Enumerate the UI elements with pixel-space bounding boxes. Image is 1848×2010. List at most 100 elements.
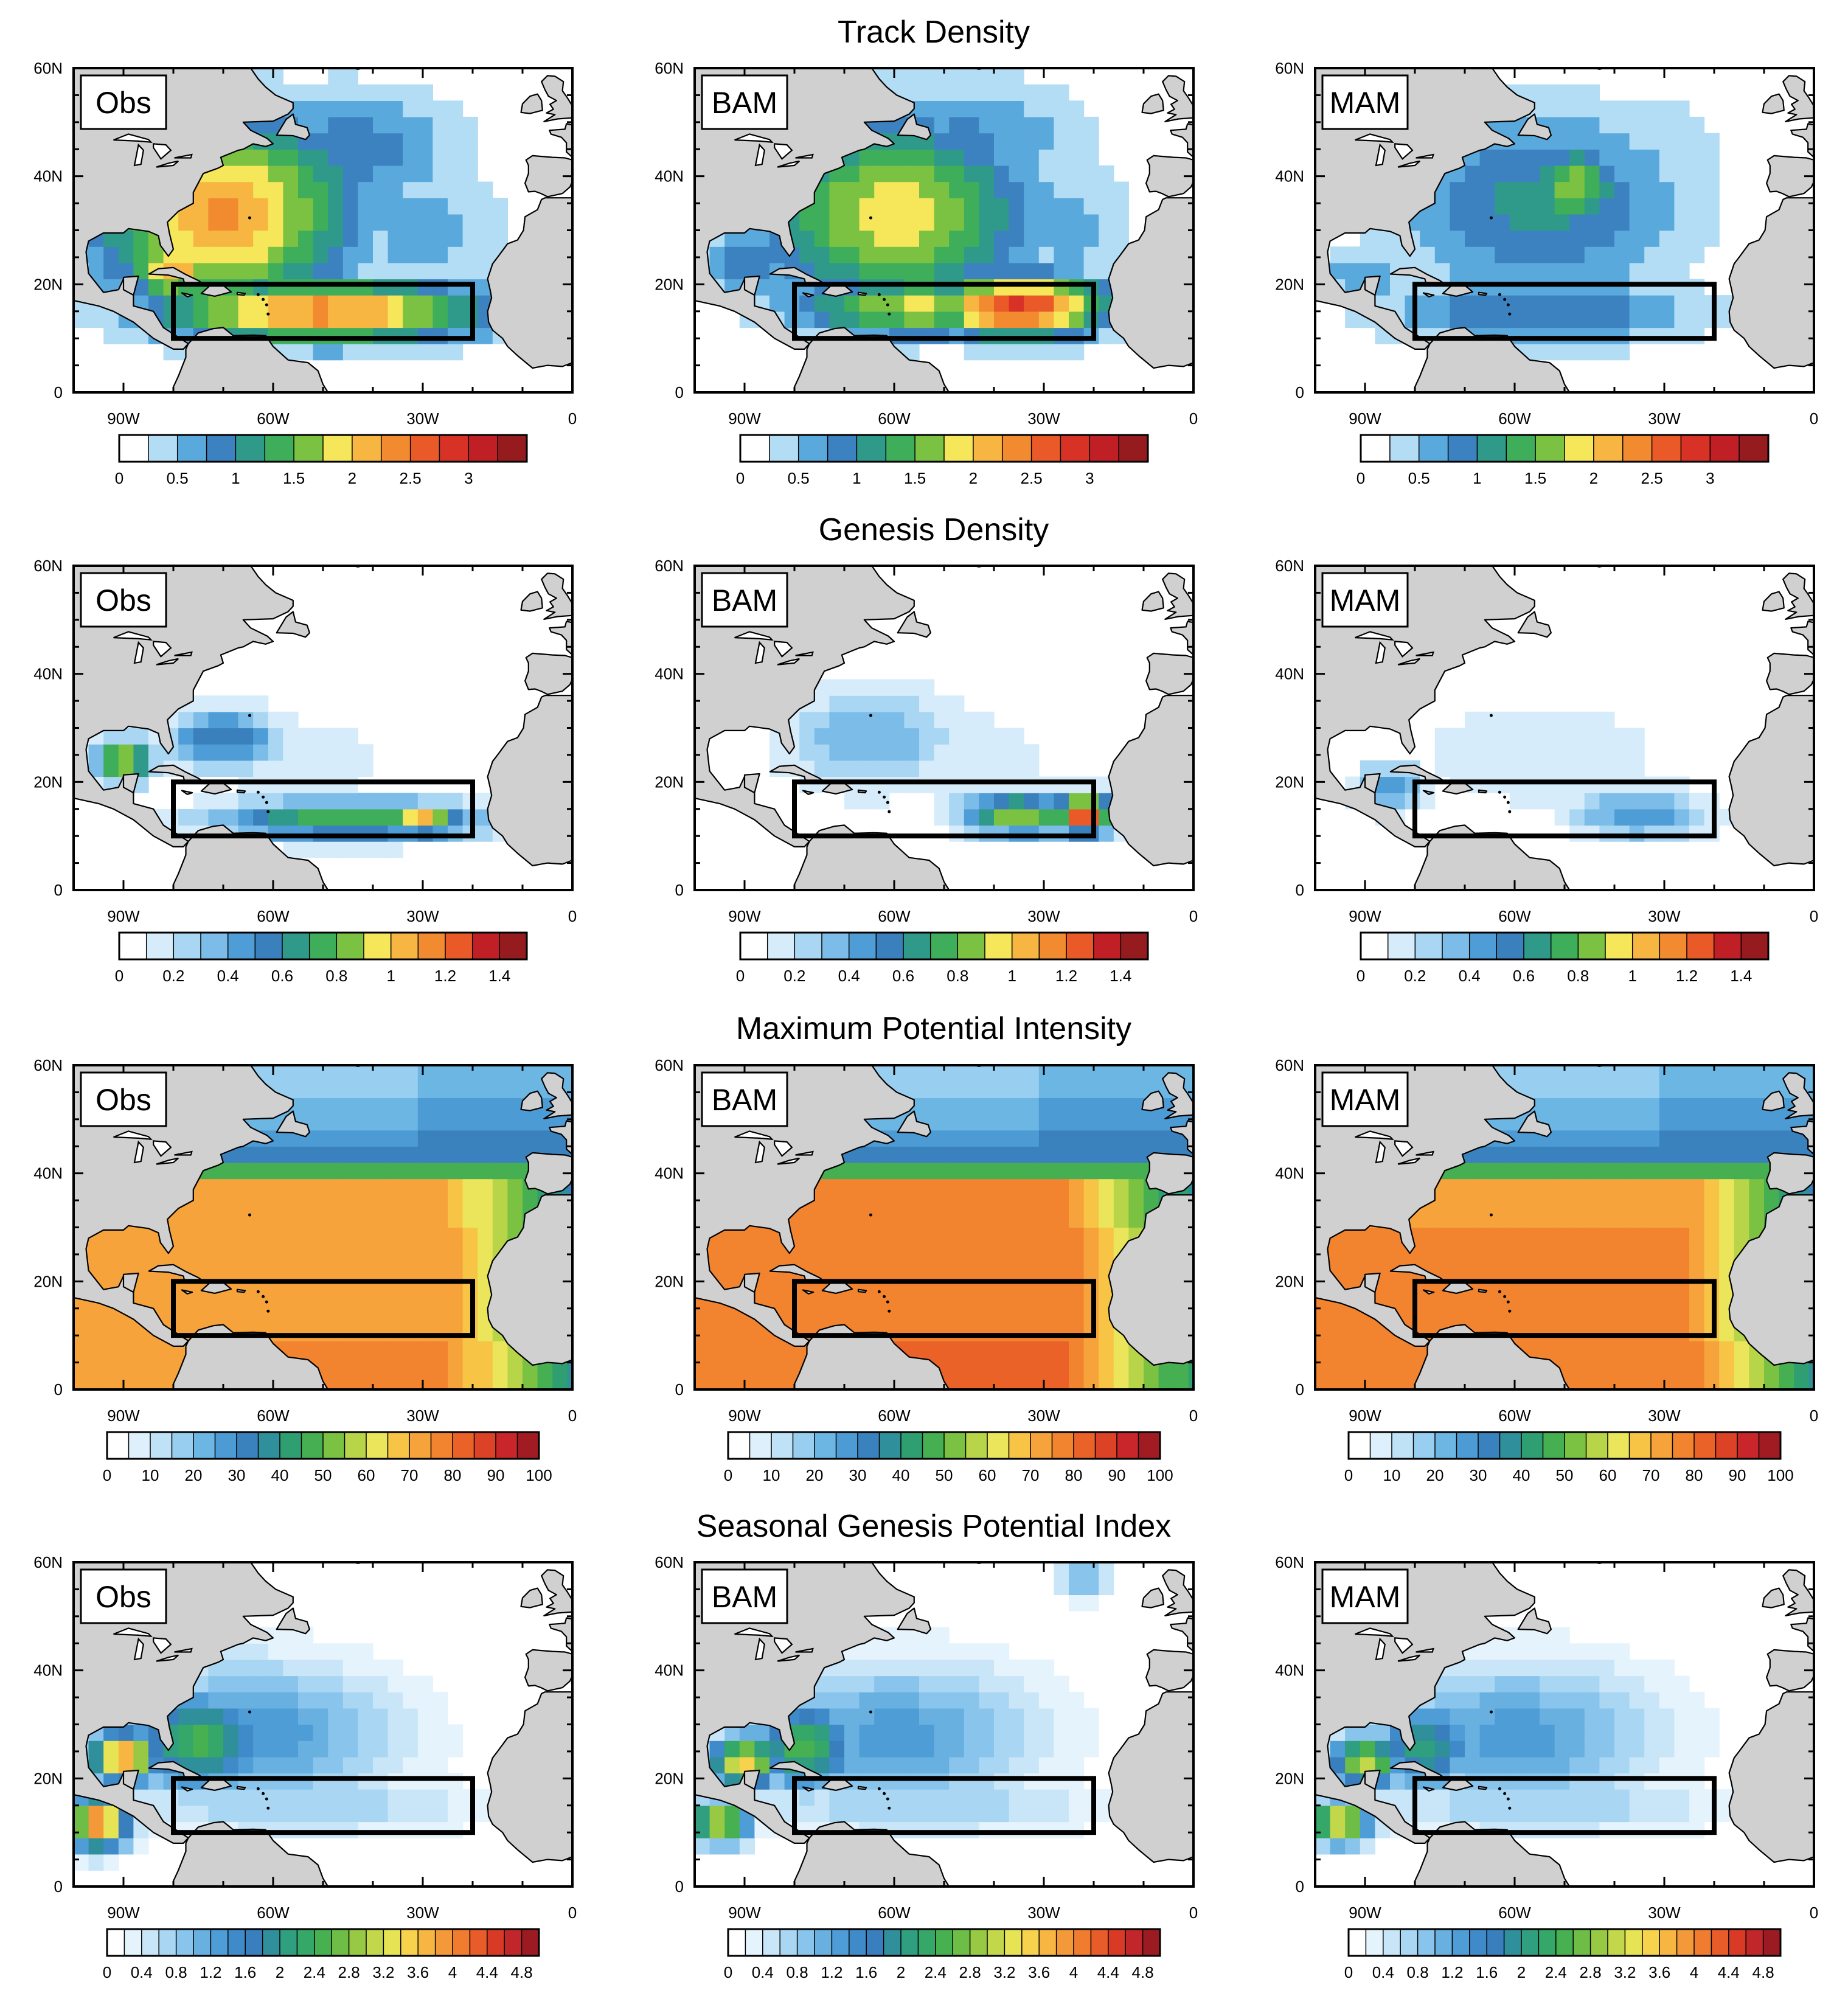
colorbar-swatch	[1092, 932, 1122, 960]
colorbar-swatch	[439, 434, 470, 462]
small-island	[262, 297, 265, 301]
field-cell	[1083, 1114, 1099, 1131]
field-cell	[1345, 1357, 1361, 1374]
field-cell	[1128, 1097, 1144, 1115]
small-island	[256, 293, 260, 296]
field-cell	[1629, 1341, 1645, 1358]
field-cell	[1024, 1341, 1040, 1358]
y-tick-label: 60N	[1275, 557, 1304, 575]
field-cell	[223, 181, 239, 198]
field-cell	[403, 181, 419, 198]
field-cell	[844, 198, 860, 215]
field-cell	[1629, 1227, 1645, 1244]
field-cell	[1614, 1130, 1630, 1147]
field-cell	[1083, 1227, 1099, 1244]
field-cell	[1434, 1243, 1450, 1261]
field-cell	[253, 1162, 269, 1180]
field-cell	[1659, 246, 1675, 263]
field-cell	[1009, 100, 1024, 117]
field-cell	[208, 1292, 224, 1309]
land-puertoRico	[857, 291, 867, 296]
field-cell	[1689, 1114, 1705, 1131]
field-cell	[1009, 116, 1024, 134]
field-cell	[1584, 181, 1600, 198]
field-cell	[1540, 181, 1555, 198]
colorbar-swatch	[1564, 434, 1594, 462]
field-cell	[268, 230, 283, 247]
field-cell	[1038, 1324, 1054, 1341]
colorbar-frame	[1347, 1431, 1782, 1460]
field-cell	[859, 149, 875, 166]
field-cell	[223, 230, 239, 247]
land-yucatanFix	[743, 773, 760, 794]
field-cell	[268, 728, 283, 745]
field-cell	[1674, 1097, 1690, 1115]
small-island	[265, 801, 268, 804]
field-cell	[1009, 1324, 1024, 1341]
field-cell	[1569, 1308, 1585, 1326]
field-cell	[949, 116, 965, 134]
field-cell	[1009, 68, 1024, 85]
land-yucatanFix	[1364, 1272, 1381, 1293]
field-cell	[1188, 1357, 1193, 1374]
field-cell	[874, 149, 890, 166]
field-cell	[373, 793, 389, 810]
colorbar-frame	[1360, 931, 1770, 961]
field-cell	[313, 84, 328, 101]
field-cell	[462, 1357, 478, 1374]
field-cell	[739, 1357, 755, 1374]
land-puertoRico	[236, 291, 246, 296]
field-cell	[919, 760, 935, 777]
lake-1	[133, 1140, 144, 1164]
field-cell	[1038, 214, 1054, 231]
field-cell	[829, 1178, 845, 1195]
field-cell	[1569, 1243, 1585, 1261]
field-cell	[358, 1373, 373, 1389]
field-cell	[238, 181, 254, 198]
field-cell	[208, 1308, 224, 1326]
field-cell	[432, 116, 448, 134]
field-cell	[1083, 246, 1099, 263]
field-cell	[358, 84, 373, 101]
field-cell	[1009, 198, 1024, 215]
colorbar-swatch	[1651, 434, 1682, 462]
field-cell	[904, 1243, 920, 1261]
field-cell	[88, 1357, 104, 1374]
field-cell	[268, 1243, 283, 1261]
y-tick-label: 40N	[655, 665, 684, 683]
field-cell	[448, 262, 464, 280]
colorbar-swatch	[119, 434, 149, 462]
colorbar-label: 40	[892, 1466, 910, 1484]
colorbar-label: 10	[763, 1466, 780, 1484]
field-cell	[417, 1130, 433, 1147]
field-cell	[1599, 1097, 1615, 1115]
field-cell	[1009, 149, 1024, 166]
field-cell	[1024, 793, 1040, 810]
colorbar-swatch	[875, 932, 905, 960]
colorbar-label: 80	[444, 1466, 462, 1484]
lake-2	[1394, 1140, 1414, 1157]
field-cell	[1024, 1259, 1040, 1277]
field-cell	[492, 1081, 508, 1098]
field-cell	[874, 262, 890, 280]
colorbar-label: 60	[979, 1466, 996, 1484]
main-development-region-box	[171, 282, 475, 341]
field-cell	[523, 1373, 538, 1389]
field-cell	[1629, 793, 1645, 810]
field-cell	[1554, 84, 1570, 101]
field-cell	[784, 1357, 800, 1374]
field-cell	[417, 1178, 433, 1195]
field-cell	[1128, 1373, 1144, 1389]
field-cell	[268, 1146, 283, 1163]
field-cell	[994, 327, 1010, 344]
field-cell	[1465, 214, 1481, 231]
field-cell	[1569, 327, 1585, 344]
field-cell	[1038, 1097, 1054, 1115]
field-cell	[448, 116, 464, 134]
field-cell	[313, 728, 328, 745]
colorbar-label: 0.4	[1459, 967, 1481, 985]
field-cell	[1038, 1162, 1054, 1180]
y-tick-label: 0	[675, 881, 684, 899]
field-cell	[417, 1081, 433, 1098]
